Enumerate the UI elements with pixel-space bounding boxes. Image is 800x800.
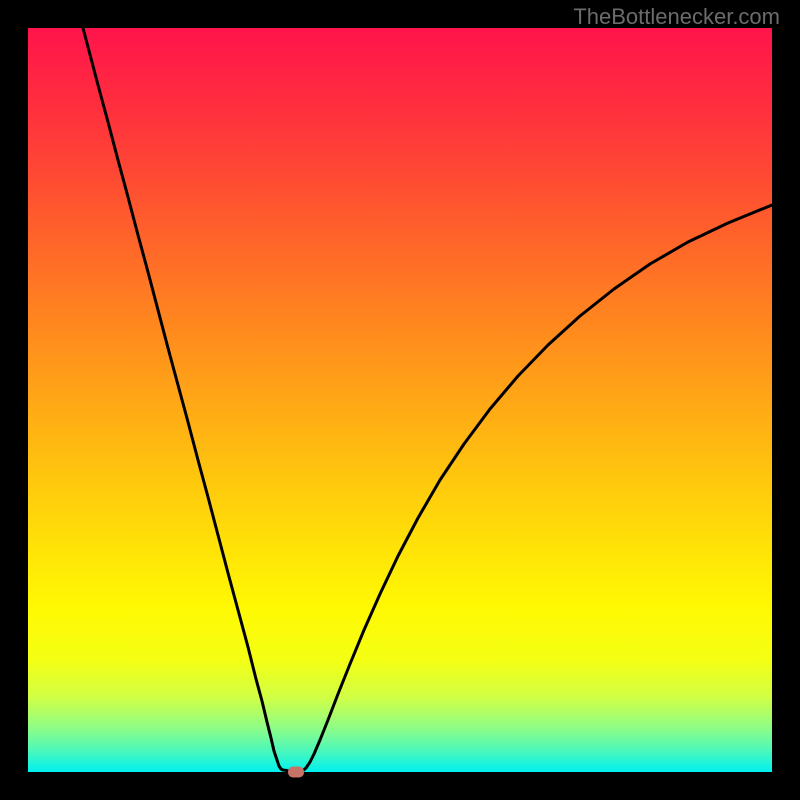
chart-container: TheBottlenecker.com bbox=[0, 0, 800, 800]
watermark-text: TheBottlenecker.com bbox=[573, 4, 780, 30]
curve-layer bbox=[28, 28, 772, 772]
minimum-marker bbox=[288, 767, 304, 778]
plot-area bbox=[28, 28, 772, 772]
bottleneck-curve bbox=[83, 28, 772, 771]
